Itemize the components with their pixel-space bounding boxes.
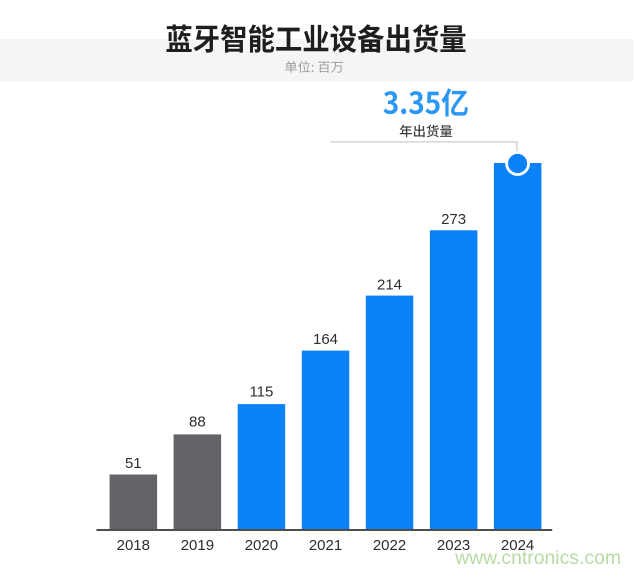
- svg-text:2018: 2018: [117, 537, 150, 554]
- svg-text:51: 51: [125, 455, 142, 472]
- svg-text:2019: 2019: [181, 537, 214, 554]
- svg-text:2023: 2023: [437, 537, 470, 554]
- svg-text:273: 273: [441, 211, 466, 228]
- svg-text:88: 88: [189, 413, 206, 430]
- svg-text:164: 164: [313, 331, 338, 348]
- svg-text:2021: 2021: [309, 537, 342, 554]
- svg-text:214: 214: [377, 277, 402, 294]
- svg-text:2022: 2022: [373, 537, 406, 554]
- svg-text:2024: 2024: [501, 537, 534, 554]
- svg-text:www.cntronics.com: www.cntronics.com: [454, 547, 621, 569]
- svg-text:115: 115: [249, 383, 273, 400]
- svg-text:2020: 2020: [245, 537, 278, 554]
